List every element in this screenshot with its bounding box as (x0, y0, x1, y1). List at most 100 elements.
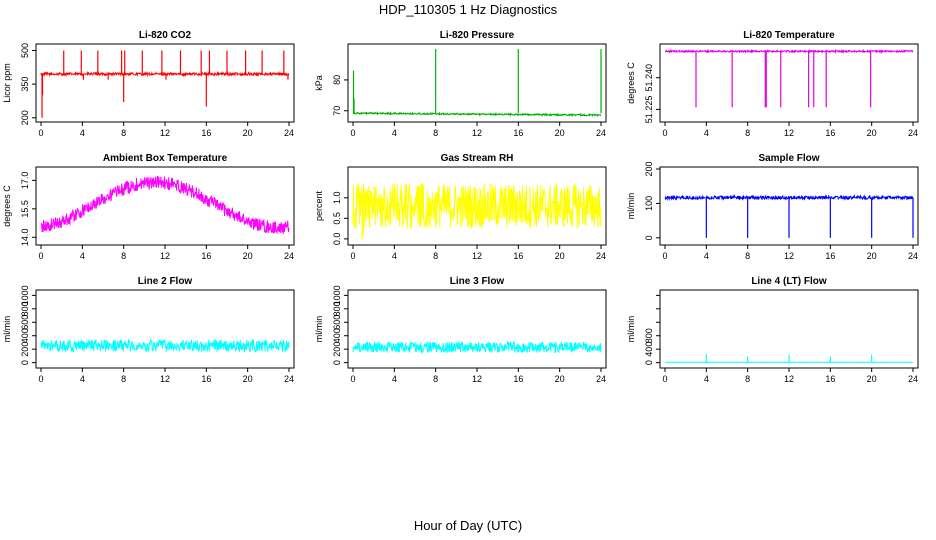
series-line (352, 110, 602, 118)
x-tick-label: 20 (243, 128, 253, 138)
x-tick-label: 4 (704, 374, 709, 384)
x-tick-label: 0 (38, 374, 43, 384)
x-tick-label: 20 (243, 251, 253, 261)
x-tick-label: 24 (908, 128, 918, 138)
y-tick-label: 14.0 (20, 229, 30, 247)
y-tick-label: 600 (20, 315, 30, 330)
x-tick-label: 8 (745, 374, 750, 384)
x-tick-label: 8 (745, 251, 750, 261)
y-tick-label: 500 (20, 43, 30, 58)
y-axis-label: ml/min (314, 316, 324, 343)
y-tick-label: 400 (332, 328, 342, 343)
x-tick-label: 8 (121, 251, 126, 261)
panel-title: Line 3 Flow (450, 276, 505, 287)
x-tick-label: 12 (160, 374, 170, 384)
plot-frame (347, 289, 607, 369)
y-tick-label: 350 (20, 77, 30, 92)
x-tick-label: 16 (825, 374, 835, 384)
x-tick-label: 20 (555, 374, 565, 384)
x-tick-label: 4 (704, 251, 709, 261)
plot-frame (35, 289, 295, 369)
y-tick-label: 800 (20, 301, 30, 316)
x-tick-label: 12 (160, 251, 170, 261)
x-tick-label: 16 (201, 374, 211, 384)
y-tick-label: 200 (20, 342, 30, 357)
panel-5: Gas Stream RH percent 0 4 8 12 16 20 24 0.0 0.5 1.0 (314, 153, 607, 261)
panel-3: Li-820 Temperature degrees C 0 4 8 12 16 20 24 51… (626, 30, 919, 138)
y-tick-label: 200 (20, 110, 30, 125)
x-tick-label: 8 (433, 374, 438, 384)
y-tick-label: 1.0 (332, 192, 342, 205)
plot-frame (659, 43, 919, 123)
panel-title: Li-820 Temperature (743, 30, 835, 41)
panel-2: Li-820 Pressure kPa 0 4 8 12 16 20 24 70 80 (314, 30, 607, 138)
x-tick-label: 0 (662, 374, 667, 384)
y-tick-label: 600 (332, 315, 342, 330)
panel-title: Li-820 Pressure (440, 30, 515, 41)
plot-frame (35, 43, 295, 123)
x-tick-label: 0 (350, 374, 355, 384)
x-tick-label: 24 (284, 128, 294, 138)
y-tick-label: 400 (644, 342, 654, 357)
series-line (40, 175, 290, 235)
y-axis-label: ml/min (2, 316, 12, 343)
x-tick-label: 20 (867, 128, 877, 138)
x-tick-label: 16 (825, 128, 835, 138)
x-tick-label: 24 (596, 128, 606, 138)
panel-4: Ambient Box Temperature degrees C 0 4 8 12 16 2… (2, 153, 295, 261)
x-tick-label: 8 (433, 128, 438, 138)
panel-title: Line 2 Flow (138, 276, 193, 287)
x-tick-label: 12 (160, 128, 170, 138)
x-tick-label: 16 (513, 251, 523, 261)
y-tick-label: 51.225 (644, 96, 654, 124)
x-tick-label: 16 (201, 128, 211, 138)
x-tick-label: 20 (867, 374, 877, 384)
y-tick-label: 15.5 (20, 200, 30, 218)
panel-title: Sample Flow (758, 153, 819, 164)
x-tick-label: 4 (392, 374, 397, 384)
x-tick-label: 12 (784, 251, 794, 261)
x-tick-label: 0 (662, 128, 667, 138)
y-tick-label: 400 (20, 328, 30, 343)
y-axis-label: ml/min (626, 193, 636, 220)
y-tick-label: 200 (332, 342, 342, 357)
x-tick-label: 12 (784, 128, 794, 138)
y-tick-label: 0 (644, 235, 654, 240)
x-tick-label: 8 (121, 374, 126, 384)
panel-1: Li-820 CO2 Licor ppm 0 4 8 12 16 20 24 200 350 500 (2, 30, 295, 138)
x-tick-label: 12 (472, 128, 482, 138)
x-tick-label: 8 (745, 128, 750, 138)
y-tick-label: 100 (644, 196, 654, 211)
panel-7: Line 2 Flow ml/min 0 4 8 12 16 20 24 0 20040060080… (2, 276, 295, 384)
x-tick-label: 24 (596, 374, 606, 384)
y-tick-label: 800 (332, 301, 342, 316)
x-tick-label: 24 (908, 374, 918, 384)
x-tick-label: 0 (38, 128, 43, 138)
y-tick-label: 17.0 (20, 172, 30, 190)
x-tick-label: 0 (350, 251, 355, 261)
x-tick-label: 20 (867, 251, 877, 261)
y-tick-label: 0.0 (332, 233, 342, 246)
x-tick-label: 16 (201, 251, 211, 261)
panel-title: Gas Stream RH (441, 153, 514, 164)
x-tick-label: 4 (392, 128, 397, 138)
panel-6: Sample Flow ml/min 0 4 8 12 16 20 24 0 100 200 (626, 153, 919, 261)
x-tick-label: 8 (433, 251, 438, 261)
y-axis-label: ml/min (626, 316, 636, 343)
figure-title: HDP_110305 1 Hz Diagnostics (378, 2, 558, 17)
x-tick-label: 4 (80, 374, 85, 384)
x-tick-label: 0 (38, 251, 43, 261)
x-tick-label: 12 (784, 374, 794, 384)
y-tick-label: 1000 (20, 285, 30, 305)
panel-8: Line 3 Flow ml/min 0 4 8 12 16 20 24 0 20040060080… (314, 276, 607, 384)
x-tick-label: 16 (825, 251, 835, 261)
plot-frame (347, 43, 607, 123)
y-axis-label: kPa (314, 75, 324, 91)
x-tick-label: 12 (472, 251, 482, 261)
series-line (664, 48, 914, 55)
series-line (352, 183, 602, 229)
x-tick-label: 4 (80, 251, 85, 261)
y-axis-label: percent (314, 190, 324, 221)
